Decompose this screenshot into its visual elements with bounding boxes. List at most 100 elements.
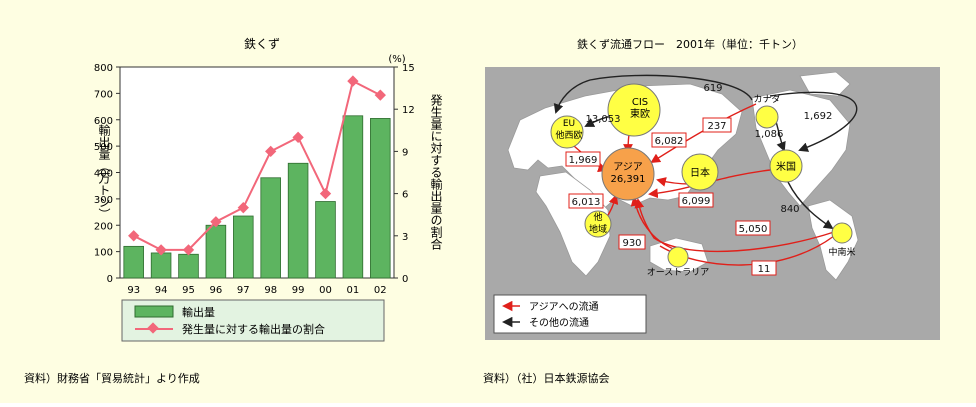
x-tick-label-00: 00 <box>319 285 332 296</box>
bubble-australia-label: オーストラリア <box>647 267 710 278</box>
flow-box-usa-to-asia <box>735 220 771 236</box>
map-title: 鉄くず流通フロー 2001年（単位：千トン） <box>577 37 803 51</box>
x-tick-label-98: 98 <box>264 285 277 296</box>
bubble-cis <box>607 83 661 137</box>
y2-unit-label: (%) <box>388 54 405 65</box>
bubble-cis-label-1: CIS <box>632 97 648 108</box>
legend-line-marker <box>147 322 159 334</box>
map-legend-box <box>493 294 647 334</box>
bar-00 <box>315 201 336 279</box>
y-tick-label-600: 600 <box>94 116 113 127</box>
flow-canada-to-eu <box>553 74 753 114</box>
asia-flow-values: 6,082 237 1,969 6,099 6,013 5,050 930 11 <box>565 117 777 276</box>
flow-box-eu-to-asia <box>565 151 601 167</box>
value-canada-to-eu: 619 <box>703 83 722 94</box>
ratio-point-93 <box>128 230 140 242</box>
bubble-latam <box>831 222 853 244</box>
bubble-other <box>584 210 612 238</box>
value-canada-to-usa: 1,086 <box>755 129 784 140</box>
flow-box-canada-to-asia <box>702 117 732 133</box>
flow-value-other-to-asia: 6,013 <box>572 197 601 208</box>
bubble-usa-label: 米国 <box>776 160 796 173</box>
flow-box-other-to-asia <box>568 193 604 209</box>
ratio-point-98 <box>265 145 277 158</box>
flow-value-canada-to-asia: 237 <box>707 121 726 132</box>
flow-value-cis-to-asia: 6,082 <box>655 136 684 147</box>
land-greenland <box>799 71 851 97</box>
bubble-eu-label-2: 他西欧 <box>555 129 582 141</box>
ratio-point-00 <box>319 187 332 200</box>
x-tick-label-95: 95 <box>182 285 195 296</box>
bubble-eu <box>550 115 584 149</box>
ratio-line-path <box>133 79 381 251</box>
bar-94 <box>150 252 172 279</box>
x-tick-label-96: 96 <box>210 285 223 296</box>
y-tick-label-400: 400 <box>94 169 113 180</box>
bubble-latam-label: 中南米 <box>828 246 855 258</box>
legend-asia-label: アジアへの流通 <box>529 300 599 313</box>
y2-tick-label-3: 3 <box>402 232 408 243</box>
y-tick-label-500: 500 <box>94 142 113 153</box>
x-axis: 93 94 95 96 97 98 99 00 01 02 <box>127 285 386 296</box>
flow-value-japan-to-asia: 6,099 <box>682 196 711 207</box>
y2-axis-label: 発生量に対する輸出量の割合 <box>429 94 443 250</box>
value-cis-to-eu: 13,053 <box>586 114 621 125</box>
y2-tick-label-15: 15 <box>402 63 415 74</box>
bar-96 <box>205 224 227 279</box>
y2-tick-label-6: 6 <box>402 190 408 201</box>
bar-95 <box>178 253 199 279</box>
y-tick-label-300: 300 <box>94 195 113 206</box>
bubble-asia <box>601 147 655 201</box>
bubble-asia-label-2: 26,391 <box>611 174 646 185</box>
y-axis-right: 0 3 6 9 12 15 <box>394 63 415 285</box>
x-tick-label-02: 02 <box>374 285 387 296</box>
flow-value-australia-to-asia: 930 <box>622 238 641 249</box>
bubble-canada-label: カナダ <box>753 93 780 105</box>
legend-bar-label: 輸出量 <box>182 305 215 319</box>
bubble-eu-label-1: EU <box>563 119 575 129</box>
ratio-point-97 <box>237 202 249 214</box>
legend-bar-swatch <box>134 305 174 318</box>
value-canada-to-usa-outer: 1,692 <box>804 111 833 122</box>
region-bubbles: CIS 東欧 EU 他西欧 アジア 26,391 日本 他 地域 カナダ 米国 … <box>550 83 856 278</box>
bubble-cis-label-2: 東欧 <box>630 107 650 120</box>
legend-other-label: その他の流通 <box>529 316 589 329</box>
y2-tick-label-9: 9 <box>402 147 408 158</box>
other-flow-values: 619 1,692 13,053 1,086 840 <box>586 83 833 215</box>
ratio-point-94 <box>155 244 167 256</box>
y-tick-label-200: 200 <box>94 221 113 232</box>
chart-title: 鉄くず <box>244 36 280 51</box>
y-axis-left: 0 100 200 300 400 500 600 700 800 <box>94 63 120 285</box>
left-source-note: 資料）財務省「貿易統計」より作成 <box>24 371 200 385</box>
y-tick-label-800: 800 <box>94 63 113 74</box>
bubble-canada <box>755 105 779 129</box>
bubble-other-label-1: 他 <box>593 211 602 223</box>
y-tick-label-700: 700 <box>94 89 113 100</box>
bubble-japan <box>681 153 719 191</box>
x-tick-label-97: 97 <box>237 285 250 296</box>
map-legend: アジアへの流通 その他の流通 <box>493 294 647 334</box>
flow-value-eu-to-asia: 1,969 <box>569 155 598 166</box>
bar-series-exports <box>123 115 391 279</box>
bubble-asia-label-1: アジア <box>613 162 643 173</box>
bubble-australia <box>667 246 689 268</box>
x-tick-label-94: 94 <box>155 285 168 296</box>
bar-99 <box>287 162 309 279</box>
y-axis-label: 輸出量（万トン） <box>97 123 111 220</box>
bubble-usa <box>769 149 803 183</box>
flow-box-latam-to-asia <box>751 260 777 276</box>
flow-box-japan-to-asia <box>678 192 714 208</box>
y2-tick-label-12: 12 <box>402 105 415 116</box>
bar-93 <box>123 245 144 279</box>
flow-latam-to-asia <box>634 198 835 253</box>
bar-01 <box>342 115 364 279</box>
value-usa-to-latam: 840 <box>780 204 799 215</box>
flow-map-panel: 鉄くず流通フロー 2001年（単位：千トン） <box>483 37 940 385</box>
ratio-point-96 <box>210 216 222 228</box>
bar-02 <box>370 118 391 279</box>
flow-value-latam-to-asia: 11 <box>758 264 771 275</box>
